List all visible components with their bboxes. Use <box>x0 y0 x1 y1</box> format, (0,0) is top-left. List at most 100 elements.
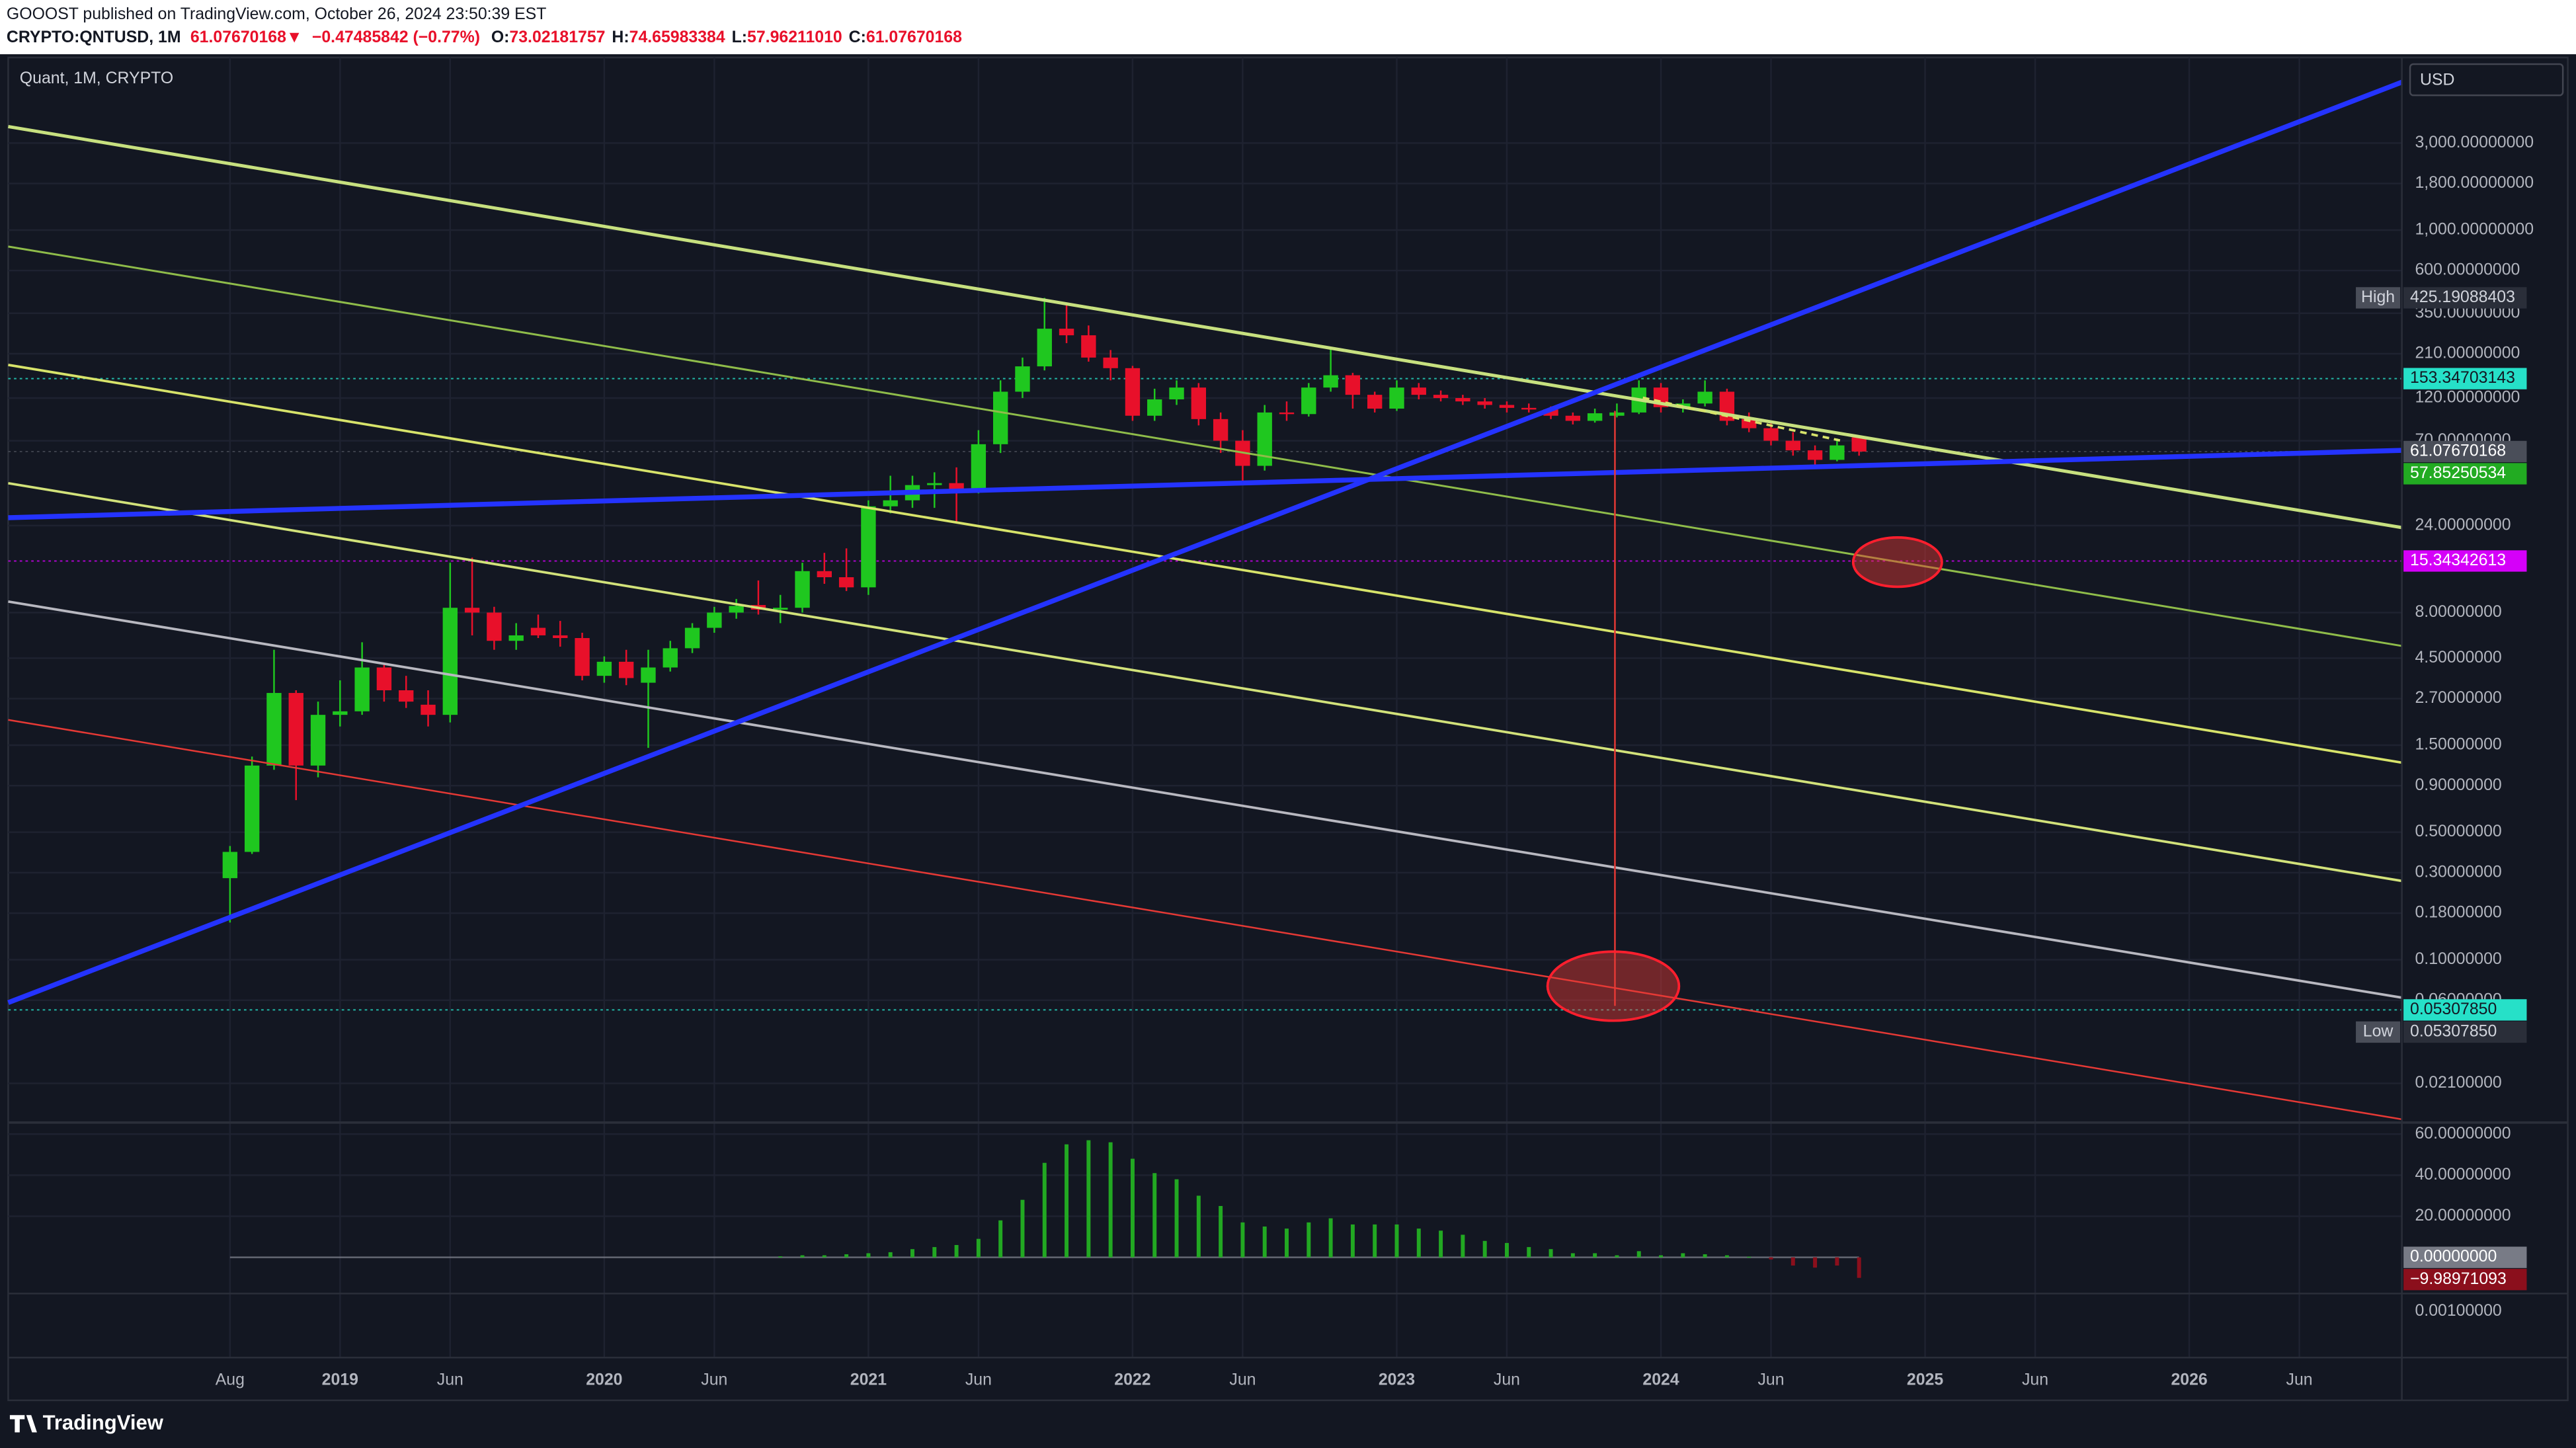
indicator-bar <box>1086 1140 1091 1258</box>
indicator-bar <box>888 1252 893 1258</box>
candle-body <box>1389 387 1404 409</box>
trend-line <box>8 364 2402 764</box>
y-tick-label: 3,000.00000000 <box>2415 134 2534 151</box>
trend-line <box>8 448 2402 520</box>
indicator-bar <box>822 1255 826 1258</box>
candle-body <box>795 571 810 608</box>
y-tick-label: 0.30000000 <box>2415 863 2502 881</box>
candle-body <box>288 693 303 766</box>
candle-body <box>1257 412 1272 466</box>
price-label: 153.34703143 <box>2410 369 2515 387</box>
candle-body <box>729 606 744 613</box>
x-tick-label: 2023 <box>1379 1371 1415 1389</box>
candle-body <box>1345 375 1361 395</box>
indicator-bar <box>954 1245 959 1258</box>
drawings <box>7 79 2403 1121</box>
indicator-bar <box>1394 1224 1399 1258</box>
trend-line <box>8 245 2402 647</box>
indicator-bar <box>1152 1173 1157 1258</box>
ohlc-value: 57.96211010 <box>747 28 842 46</box>
y-tick-label: 8.00000000 <box>2415 603 2502 621</box>
candle-body <box>333 711 348 715</box>
candle-body <box>707 612 722 628</box>
currency[interactable]: USD <box>2420 71 2454 89</box>
candle-body <box>861 506 876 588</box>
candle-body <box>1059 329 1074 336</box>
candle-body <box>1037 329 1052 367</box>
candle-body <box>1081 335 1096 358</box>
x-tick-label: Jun <box>701 1371 727 1389</box>
indicator-bar <box>1659 1255 1664 1258</box>
indicator-bar <box>1065 1144 1069 1258</box>
candle-body <box>1147 399 1162 416</box>
pane3-tick-label: 0.00100000 <box>2415 1302 2502 1320</box>
currency-box[interactable] <box>2409 63 2564 97</box>
indicator-bar <box>998 1220 1003 1258</box>
indicator-bar <box>1285 1228 1289 1258</box>
candle-body <box>1367 395 1383 409</box>
indicator-bar <box>1108 1142 1113 1258</box>
candle-body <box>883 500 898 506</box>
price-label: −9.98971093 <box>2410 1270 2507 1288</box>
candle-body <box>1742 419 1757 428</box>
ohlc-key: H: <box>612 28 629 46</box>
indicator-bar <box>778 1256 783 1258</box>
chart-frame <box>7 56 2569 1402</box>
indicator-bar <box>844 1254 849 1258</box>
indicator-bar <box>1636 1251 1641 1258</box>
candle-body <box>508 635 524 641</box>
trend-line <box>8 719 2402 1121</box>
indicator-bar <box>1042 1162 1047 1258</box>
price-tag: Low <box>2363 1023 2394 1041</box>
price-label-box <box>2403 1021 2527 1043</box>
y-tick-label: 0.50000000 <box>2415 823 2502 840</box>
candle-body <box>487 612 502 641</box>
indicator-bar <box>1549 1249 1553 1258</box>
price-tag-box <box>2356 1021 2401 1043</box>
x-tick-label: Jun <box>437 1371 463 1389</box>
candle-body <box>1103 357 1118 368</box>
candle-body <box>244 765 260 852</box>
symbol: CRYPTO:QNTUSD, 1M <box>7 28 181 46</box>
indicator-bar <box>1130 1158 1135 1258</box>
candle-body <box>464 608 480 613</box>
candle-body <box>310 715 326 766</box>
price-label: 57.85250534 <box>2410 464 2506 482</box>
candle-body <box>1213 419 1228 441</box>
indicator-bar <box>800 1255 805 1258</box>
x-tick-label: Jun <box>1757 1371 1784 1389</box>
candle-body <box>553 635 568 639</box>
price-label-box <box>2403 1269 2527 1291</box>
price-tag: High <box>2361 288 2395 306</box>
indicator-bar <box>1020 1199 1025 1258</box>
axes: 3,000.00000000 1,800.00000000 1,000.000000… <box>216 134 2534 1389</box>
indicator-bar <box>1350 1224 1355 1258</box>
candle-body <box>1301 387 1316 415</box>
price-label-box <box>2403 550 2527 572</box>
price-label: 0.05307850 <box>2410 1000 2497 1018</box>
ohlc-key: L: <box>732 28 747 46</box>
x-tick-label: 2021 <box>850 1371 887 1389</box>
indicator-tick-label: 40.00000000 <box>2415 1166 2511 1184</box>
candle-body <box>1477 401 1492 405</box>
indicator-bar <box>1196 1195 1201 1258</box>
indicator-bar <box>1307 1222 1311 1258</box>
price-label: 0.05307850 <box>2410 1023 2497 1041</box>
indicator-bar <box>1461 1234 1465 1258</box>
candle-body <box>684 627 700 649</box>
candle-body <box>927 483 942 485</box>
candle-body <box>641 667 656 683</box>
indicator-bar <box>1439 1230 1443 1258</box>
logo-text: TradingView <box>43 1411 164 1434</box>
indicator-bar <box>976 1238 981 1258</box>
candle-body <box>1191 387 1207 419</box>
candle-body <box>1565 415 1581 421</box>
indicator-bar <box>1174 1179 1179 1258</box>
x-tick-label: 2019 <box>322 1371 358 1389</box>
x-tick-label: 2020 <box>586 1371 622 1389</box>
indicator-bar <box>1570 1253 1575 1258</box>
y-tick-label: 120.00000000 <box>2415 389 2520 407</box>
x-tick-label: 2024 <box>1642 1371 1679 1389</box>
candle-body <box>399 690 414 702</box>
candle-body <box>1807 450 1823 460</box>
